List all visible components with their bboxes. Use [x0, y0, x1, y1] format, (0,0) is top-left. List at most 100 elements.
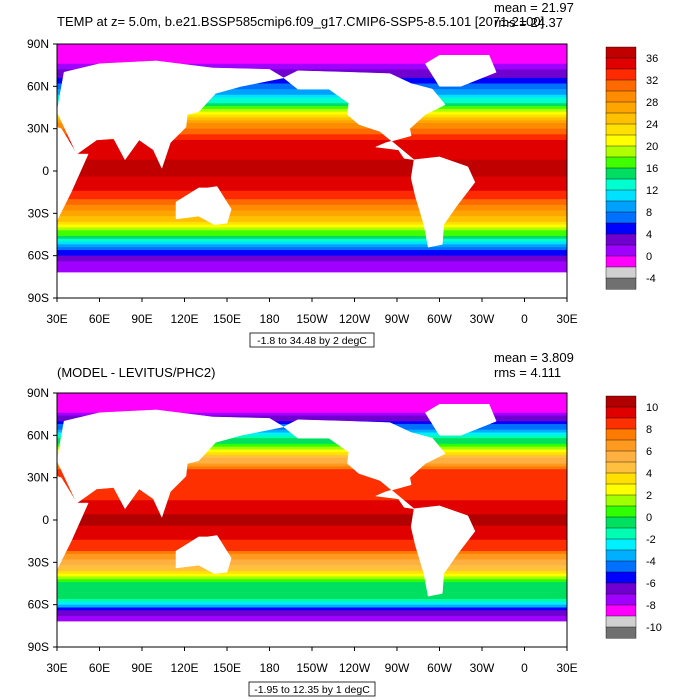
range-label: -1.8 to 34.48 by 2 degC: [257, 335, 367, 347]
colorbar-label: 36: [646, 53, 658, 65]
colorbar-label: 6: [646, 446, 652, 458]
field-band: [57, 187, 567, 192]
colorbar-swatch: [605, 505, 637, 518]
field-band: [57, 604, 567, 608]
y-tick-label: 90N: [27, 386, 49, 400]
x-tick-label: 30E: [556, 312, 577, 326]
field-band: [57, 610, 567, 614]
field-band: [57, 49, 567, 53]
colorbar-swatch: [605, 450, 637, 463]
field-band: [57, 204, 567, 209]
field-band: [57, 216, 567, 220]
colorbar-swatch: [605, 57, 637, 70]
field-band: [57, 488, 567, 493]
colorbar-swatch: [605, 266, 637, 279]
field-band: [57, 52, 567, 56]
y-tick-label: 60S: [28, 249, 49, 263]
field-band: [57, 457, 567, 462]
colorbar-swatch: [605, 472, 637, 485]
field-band: [57, 463, 567, 467]
x-tick-label: 120E: [170, 312, 198, 326]
colorbar-label: 4: [646, 468, 652, 480]
colorbar-label: -2: [646, 534, 656, 546]
field-band: [57, 227, 567, 231]
colorbar-label: 16: [646, 163, 658, 175]
y-tick-label: 0: [42, 513, 49, 527]
field-band: [57, 100, 567, 104]
land-mass: [283, 70, 446, 161]
field-band: [57, 103, 567, 107]
mean-label: mean = 21.97: [494, 0, 574, 15]
field-band: [57, 213, 567, 217]
field-band: [57, 114, 567, 118]
field-band: [57, 252, 567, 257]
colorbar-swatch: [605, 615, 637, 628]
field-band: [57, 244, 567, 248]
field-band: [57, 576, 567, 580]
colorbar-swatch: [605, 90, 637, 103]
colorbar-label: 4: [646, 229, 652, 241]
field-band: [57, 182, 567, 186]
field-band: [57, 89, 567, 93]
land-mass: [283, 419, 446, 510]
colorbar-swatch: [605, 395, 637, 408]
y-tick-label: 90N: [27, 37, 49, 51]
field-band: [57, 255, 567, 259]
field-band: [57, 55, 567, 59]
field-band: [57, 238, 567, 242]
field-band: [57, 520, 567, 524]
x-tick-label: 90E: [131, 312, 152, 326]
y-tick-label: 90S: [28, 291, 49, 305]
field-band: [57, 601, 567, 606]
colorbar-label: 12: [646, 185, 658, 197]
field-band: [57, 156, 567, 161]
colorbar-swatch: [605, 439, 637, 452]
field-band: [57, 443, 567, 448]
field-band: [57, 233, 567, 237]
y-tick-label: 30S: [28, 555, 49, 569]
field-band: [57, 466, 567, 470]
field-band: [57, 579, 567, 583]
field-band: [57, 440, 567, 445]
colorbar-swatch: [605, 189, 637, 202]
colorbar-swatch: [605, 134, 637, 147]
x-tick-label: 60E: [89, 312, 110, 326]
x-tick-label: 180: [259, 312, 279, 326]
field-band: [57, 587, 567, 591]
x-tick-label: 150W: [296, 661, 328, 675]
field-band: [57, 94, 567, 99]
field-band: [57, 258, 567, 262]
field-band: [57, 551, 567, 555]
rms-label: rms = 4.111: [494, 365, 561, 380]
range-box: -1.8 to 34.48 by 2 degC: [249, 332, 375, 348]
field-band: [57, 553, 567, 558]
land-mass: [424, 55, 497, 87]
colorbar-swatch: [605, 494, 637, 507]
x-tick-label: 120E: [170, 661, 198, 675]
colorbar: 36 32 28 24 20 16 12 8 4 0 -4: [605, 46, 658, 290]
colorbar-swatch: [605, 244, 637, 257]
land-mass: [410, 505, 476, 597]
y-tick-label: 90S: [28, 640, 49, 654]
field-band: [57, 261, 567, 265]
field-band: [57, 412, 567, 416]
land-mask: [57, 404, 567, 647]
field-band: [57, 409, 567, 414]
field-band: [57, 266, 567, 271]
colorbar-swatch: [605, 593, 637, 606]
panel-title: TEMP at z= 5.0m, b.e21.BSSP585cmip6.f09_…: [57, 14, 544, 29]
field-band: [57, 562, 567, 566]
colorbar-swatch: [605, 211, 637, 224]
colorbar-swatch: [605, 582, 637, 595]
colorbar-swatch: [605, 527, 637, 540]
colorbar-swatch: [605, 46, 637, 59]
field-band: [57, 145, 567, 149]
colorbar-label: -4: [646, 273, 656, 285]
field-band: [57, 514, 567, 518]
colorbar-label: -10: [646, 622, 662, 634]
field-band: [57, 185, 567, 189]
land-mass: [57, 127, 89, 221]
field-band: [57, 477, 567, 481]
colorbar-swatch: [605, 112, 637, 125]
